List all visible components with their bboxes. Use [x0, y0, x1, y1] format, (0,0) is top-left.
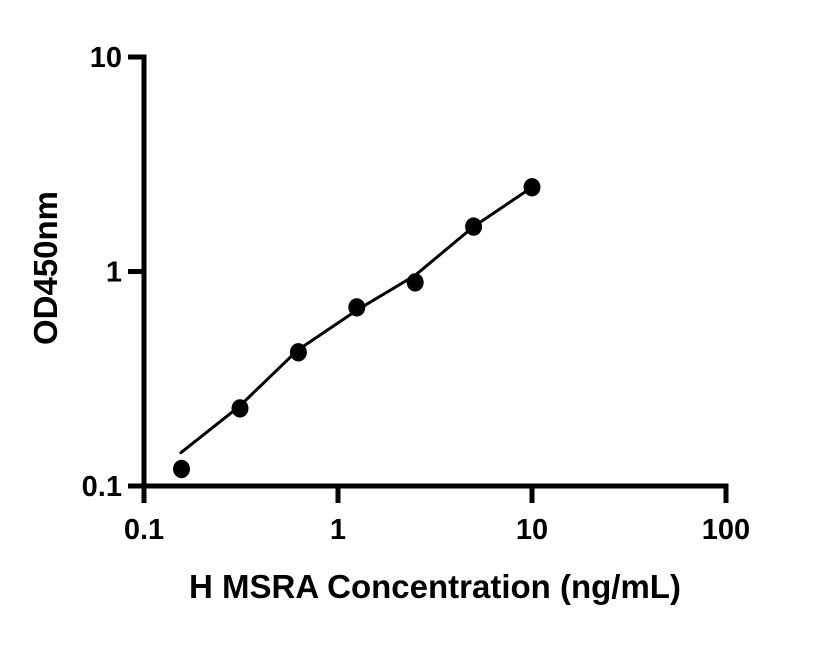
data-point: [289, 343, 307, 362]
axis-ticks: [128, 54, 729, 503]
y-tick-label: 1: [106, 257, 122, 289]
x-axis-title: H MSRA Concentration (ng/mL): [189, 568, 681, 605]
data-point: [231, 399, 249, 418]
data-point: [465, 217, 483, 236]
data-point: [523, 178, 541, 197]
data-point: [406, 273, 424, 292]
y-tick-label: 10: [90, 42, 122, 74]
data-point: [348, 298, 366, 317]
x-tick-label: 0.1: [124, 514, 164, 546]
y-axis-title: OD450nm: [27, 191, 64, 345]
x-tick-label: 100: [702, 514, 750, 546]
y-tick-label: 0.1: [82, 471, 122, 503]
axes: [141, 54, 729, 489]
tick-labels: 0.1 1 10 0.1 1 10 100: [82, 42, 751, 546]
x-tick-label: 1: [330, 514, 346, 546]
x-tick-label: 10: [516, 514, 548, 546]
data-point: [173, 459, 190, 479]
plot-area: [173, 178, 541, 479]
